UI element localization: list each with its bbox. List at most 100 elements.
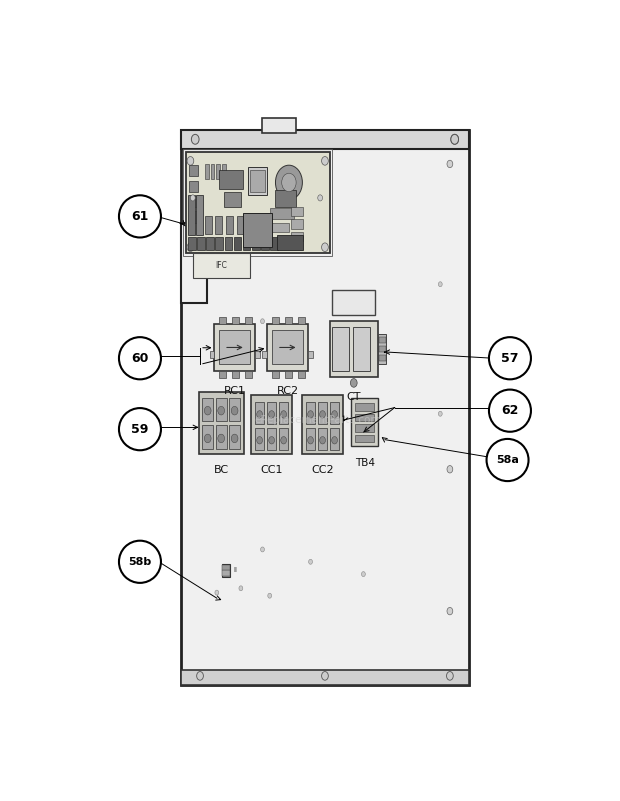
Bar: [193, 253, 250, 278]
Bar: [252, 395, 292, 454]
Bar: [262, 118, 296, 133]
Bar: [379, 336, 386, 343]
Bar: [352, 398, 378, 446]
Bar: [317, 402, 327, 424]
Bar: [303, 395, 343, 454]
Ellipse shape: [119, 541, 161, 583]
Bar: [298, 317, 305, 324]
Bar: [198, 392, 244, 454]
Circle shape: [446, 671, 453, 680]
Bar: [272, 317, 279, 324]
Bar: [224, 237, 232, 250]
Circle shape: [239, 586, 243, 591]
Circle shape: [320, 437, 326, 444]
Bar: [237, 216, 243, 234]
Text: CT: CT: [347, 392, 361, 402]
Text: 61: 61: [131, 210, 149, 223]
Circle shape: [218, 434, 224, 443]
Circle shape: [268, 437, 275, 444]
Bar: [229, 425, 241, 449]
Bar: [355, 403, 374, 411]
Bar: [270, 223, 289, 231]
Circle shape: [451, 135, 459, 144]
Circle shape: [451, 135, 459, 144]
Circle shape: [322, 243, 329, 252]
Text: 59: 59: [131, 423, 149, 436]
Circle shape: [187, 243, 194, 252]
Text: RC2: RC2: [277, 386, 299, 396]
Circle shape: [218, 406, 224, 415]
Bar: [219, 317, 226, 324]
Circle shape: [438, 411, 442, 417]
Circle shape: [309, 559, 312, 564]
Bar: [205, 164, 209, 179]
Bar: [248, 167, 267, 195]
Circle shape: [281, 437, 286, 444]
Text: II: II: [233, 567, 237, 574]
Bar: [224, 191, 241, 207]
Bar: [255, 428, 264, 449]
Bar: [243, 213, 272, 248]
Circle shape: [438, 282, 442, 287]
Bar: [306, 428, 316, 449]
Bar: [330, 321, 378, 376]
Bar: [196, 195, 203, 235]
Bar: [355, 425, 374, 432]
Bar: [267, 324, 308, 371]
Text: RC1: RC1: [224, 386, 246, 396]
Bar: [222, 564, 230, 578]
Bar: [181, 130, 469, 685]
Bar: [279, 402, 288, 424]
Bar: [197, 237, 205, 250]
Bar: [205, 216, 211, 234]
Circle shape: [322, 156, 329, 165]
Bar: [229, 398, 241, 421]
Bar: [216, 425, 227, 449]
Bar: [255, 351, 260, 358]
Bar: [267, 402, 277, 424]
Bar: [216, 398, 227, 421]
Circle shape: [268, 594, 272, 598]
Bar: [250, 170, 265, 191]
Ellipse shape: [119, 195, 161, 237]
Circle shape: [322, 671, 329, 680]
Text: BC: BC: [214, 465, 229, 475]
Bar: [285, 371, 292, 378]
Circle shape: [257, 411, 262, 418]
Circle shape: [231, 406, 238, 415]
Circle shape: [205, 406, 211, 415]
Circle shape: [350, 379, 357, 387]
Bar: [379, 355, 386, 361]
Bar: [188, 195, 195, 235]
Bar: [184, 148, 332, 256]
Bar: [211, 164, 215, 179]
Bar: [267, 428, 277, 449]
Bar: [216, 164, 220, 179]
Circle shape: [257, 437, 262, 444]
Bar: [202, 398, 213, 421]
Bar: [222, 565, 230, 570]
Bar: [298, 371, 305, 378]
Text: 58a: 58a: [496, 455, 519, 465]
Ellipse shape: [489, 389, 531, 432]
Bar: [226, 216, 232, 234]
Bar: [355, 414, 374, 421]
Bar: [332, 328, 349, 371]
Circle shape: [281, 411, 286, 418]
Bar: [219, 371, 226, 378]
Bar: [255, 402, 264, 424]
Circle shape: [447, 465, 453, 473]
Bar: [181, 130, 469, 148]
Circle shape: [215, 590, 219, 595]
Bar: [245, 371, 252, 378]
Text: eReplacementParts.com: eReplacementParts.com: [254, 415, 381, 425]
Bar: [378, 333, 386, 364]
Bar: [219, 170, 243, 188]
Bar: [317, 428, 327, 449]
Bar: [206, 237, 214, 250]
Bar: [272, 331, 303, 364]
Circle shape: [332, 437, 337, 444]
Bar: [181, 223, 207, 303]
Circle shape: [361, 572, 365, 577]
Circle shape: [281, 173, 296, 191]
